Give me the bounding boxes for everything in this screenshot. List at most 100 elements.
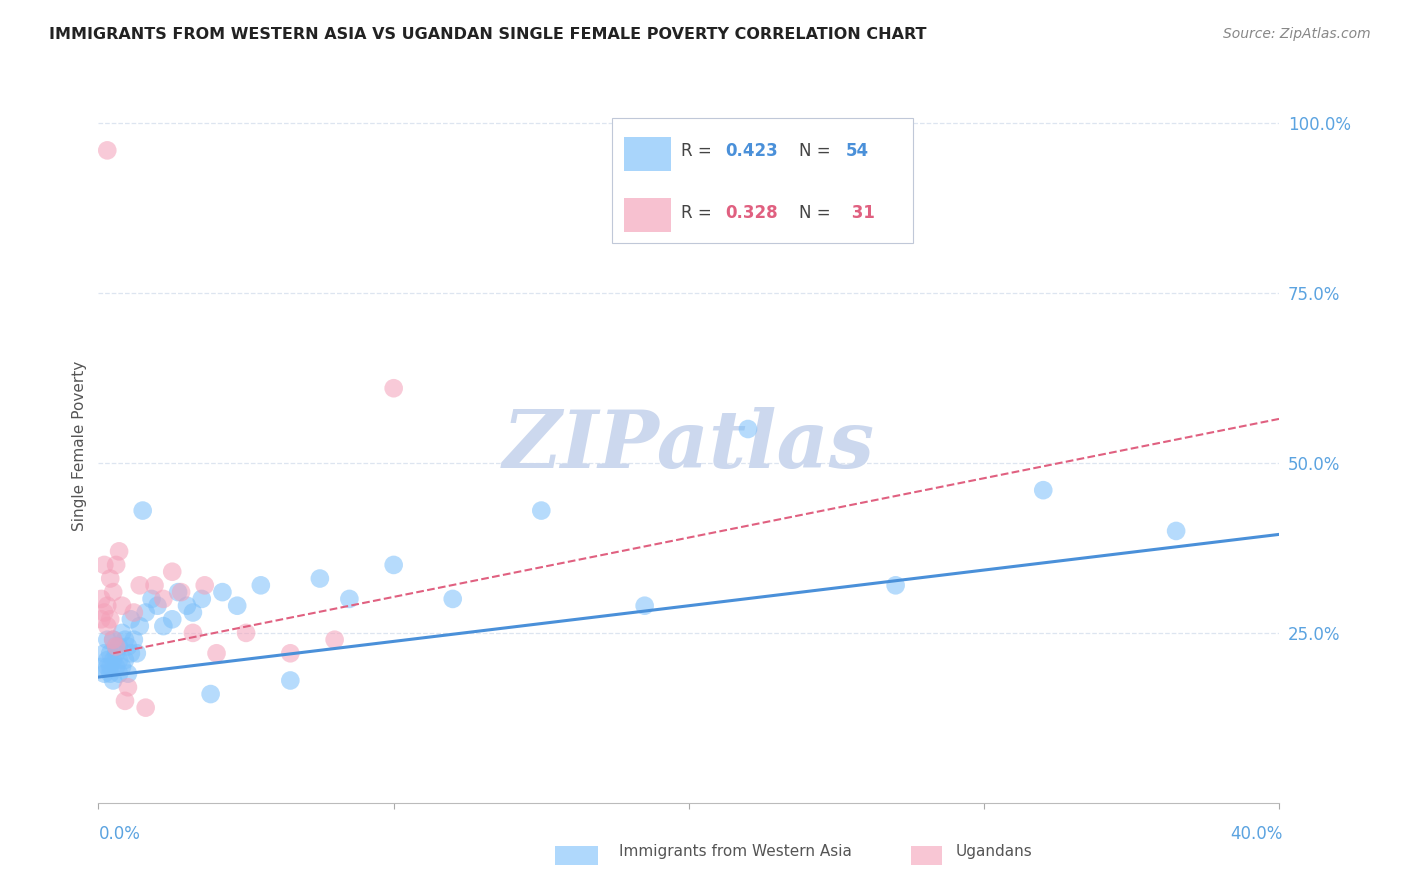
Text: Ugandans: Ugandans [956, 845, 1033, 859]
Point [105, 558, 128, 572]
Point [530, 503, 553, 517]
Point [103, 673, 125, 688]
Point [103, 653, 125, 667]
Point [226, 599, 249, 613]
Point [382, 558, 405, 572]
Point [125, 646, 148, 660]
Point [200, 687, 222, 701]
Point [111, 599, 134, 613]
Point [111, 626, 134, 640]
Point [250, 578, 273, 592]
Point [117, 680, 139, 694]
Point [146, 599, 169, 613]
Text: 31: 31 [846, 203, 875, 221]
Point [93, 666, 115, 681]
Point [114, 632, 136, 647]
Point [152, 619, 174, 633]
FancyBboxPatch shape [612, 118, 914, 243]
Point [167, 585, 190, 599]
Point [309, 572, 332, 586]
Point [114, 653, 136, 667]
Point [90, 612, 112, 626]
Point [114, 694, 136, 708]
Point [633, 599, 655, 613]
Point [339, 591, 360, 606]
Point [170, 585, 193, 599]
Text: N =: N = [799, 203, 835, 221]
Point [191, 591, 214, 606]
Point [382, 381, 405, 395]
Point [1032, 483, 1054, 498]
Point [205, 646, 228, 660]
Point [93, 558, 115, 572]
Point [98, 666, 121, 681]
Point [122, 632, 145, 647]
Text: 40.0%: 40.0% [1230, 825, 1282, 843]
Point [103, 632, 125, 647]
Text: Source: ZipAtlas.com: Source: ZipAtlas.com [1223, 27, 1371, 41]
Point [278, 646, 302, 660]
Point [278, 673, 302, 688]
Text: R =: R = [681, 143, 717, 161]
Point [323, 632, 346, 647]
Point [105, 640, 128, 654]
Text: 54: 54 [846, 143, 869, 161]
Point [162, 565, 183, 579]
Text: 0.0%: 0.0% [98, 825, 141, 843]
Point [162, 612, 183, 626]
Point [132, 503, 155, 517]
Point [108, 666, 131, 681]
Point [96, 619, 118, 633]
Point [441, 591, 464, 606]
Point [98, 660, 121, 674]
Point [235, 626, 257, 640]
Point [90, 660, 112, 674]
Point [141, 591, 163, 606]
FancyBboxPatch shape [624, 198, 671, 232]
Point [98, 646, 121, 660]
Point [122, 606, 145, 620]
Point [96, 632, 118, 647]
Point [181, 606, 204, 620]
Point [111, 660, 134, 674]
Point [211, 585, 233, 599]
Point [103, 632, 125, 647]
Point [108, 544, 131, 558]
Point [96, 599, 118, 613]
Text: 0.423: 0.423 [725, 143, 779, 161]
Text: N =: N = [799, 143, 835, 161]
FancyBboxPatch shape [624, 137, 671, 171]
Text: Immigrants from Western Asia: Immigrants from Western Asia [619, 845, 852, 859]
Point [120, 646, 142, 660]
Point [96, 653, 118, 667]
Point [128, 578, 150, 592]
Point [93, 606, 115, 620]
Point [105, 646, 128, 660]
Point [117, 640, 139, 654]
Point [117, 666, 139, 681]
Point [96, 144, 118, 158]
Point [108, 653, 131, 667]
Point [737, 422, 759, 436]
Point [98, 612, 121, 626]
Point [1164, 524, 1187, 538]
Point [108, 640, 131, 654]
Text: ZIPatlas: ZIPatlas [503, 408, 875, 484]
Point [884, 578, 907, 592]
Point [105, 660, 128, 674]
Y-axis label: Single Female Poverty: Single Female Poverty [72, 361, 87, 531]
Point [96, 660, 118, 674]
Text: 0.328: 0.328 [725, 203, 778, 221]
Point [143, 578, 166, 592]
Point [181, 626, 204, 640]
Point [152, 591, 174, 606]
Point [103, 585, 125, 599]
Point [93, 646, 115, 660]
Point [105, 640, 128, 654]
Text: R =: R = [681, 203, 717, 221]
Point [135, 606, 157, 620]
Text: IMMIGRANTS FROM WESTERN ASIA VS UGANDAN SINGLE FEMALE POVERTY CORRELATION CHART: IMMIGRANTS FROM WESTERN ASIA VS UGANDAN … [49, 27, 927, 42]
Point [98, 572, 121, 586]
Point [128, 619, 150, 633]
Point [135, 700, 157, 714]
